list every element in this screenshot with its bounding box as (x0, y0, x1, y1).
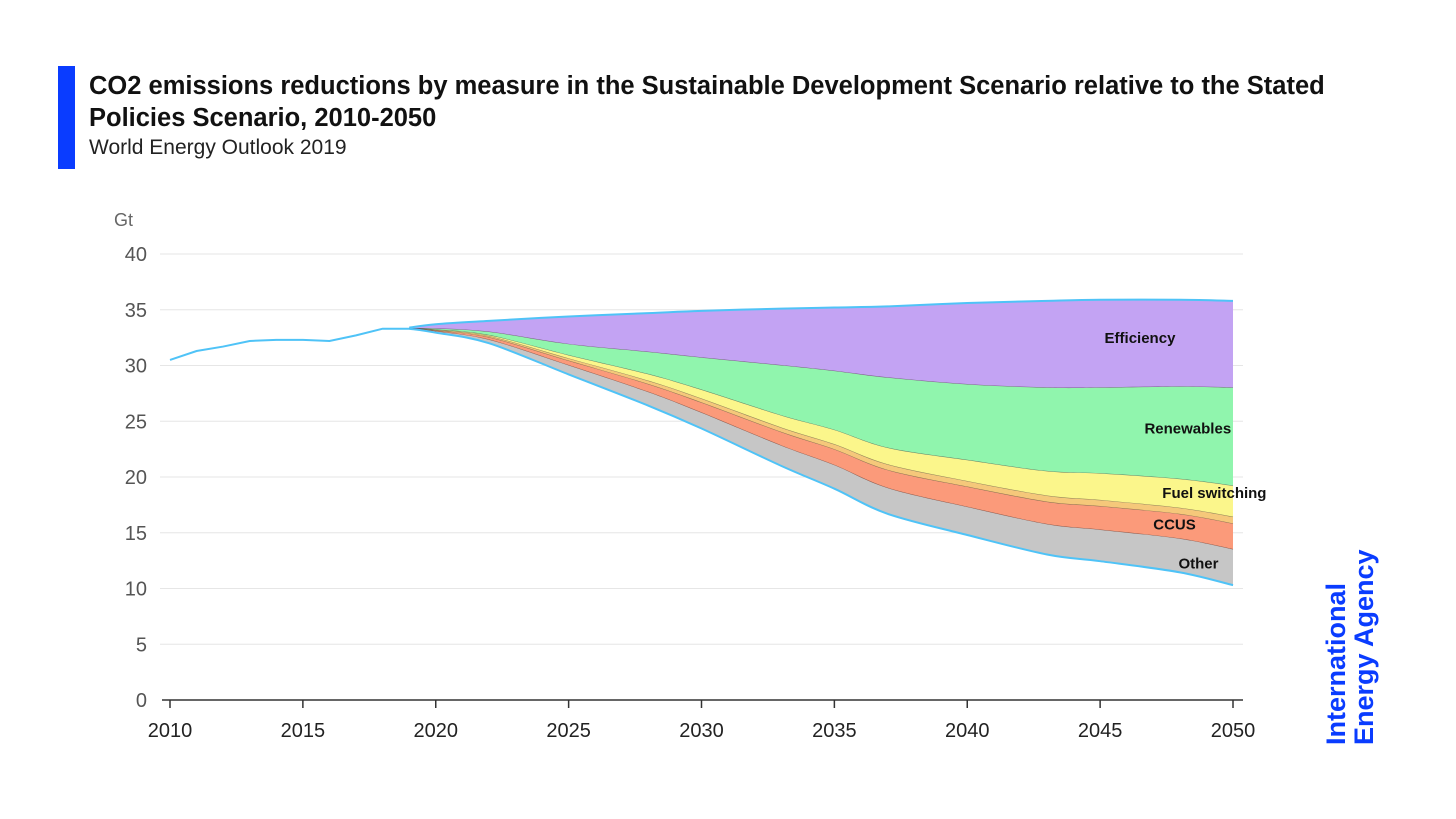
series-lines (169, 298, 1234, 587)
historical-line (169, 327, 410, 361)
x-tick-label-2035: 2035 (812, 720, 857, 742)
y-tick-label-40: 40 (125, 244, 147, 266)
sustainable-development-line (409, 327, 1234, 587)
y-tick-label-15: 15 (125, 523, 147, 545)
x-tick-label-2050: 2050 (1211, 720, 1256, 742)
x-tick-label-2025: 2025 (546, 720, 591, 742)
x-tick-label-2045: 2045 (1078, 720, 1123, 742)
x-tick-label-2010: 2010 (148, 720, 193, 742)
chart-title: CO2 emissions reductions by measure in t… (89, 72, 1325, 132)
y-tick-label-5: 5 (136, 634, 147, 656)
y-tick-label-25: 25 (125, 411, 147, 433)
label-renewables: Renewables (1144, 421, 1231, 438)
y-tick-label-0: 0 (136, 690, 147, 712)
area-fuel-switching (409, 328, 1233, 518)
x-tick-label-2020: 2020 (414, 720, 459, 742)
area-other (409, 328, 1233, 586)
label-ccus: CCUS (1153, 516, 1196, 533)
area-renewables (409, 328, 1233, 486)
stacked-areas (409, 299, 1234, 586)
x-tick-label-2030: 2030 (679, 720, 724, 742)
label-fuel-switching: Fuel switching (1162, 485, 1266, 502)
chart-subtitle: World Energy Outlook 2019 (89, 136, 347, 159)
label-efficiency: Efficiency (1105, 330, 1177, 347)
label-other: Other (1178, 555, 1218, 572)
stated-policies-line (409, 298, 1234, 329)
x-tick-label-2015: 2015 (281, 720, 326, 742)
series-labels: Efficiency Renewables Fuel switching CCUS Ot… (1105, 330, 1267, 572)
y-axis-unit: Gt (114, 210, 133, 230)
iea-logo-line1: International (1321, 582, 1351, 745)
area-ccus (409, 328, 1233, 550)
iea-logo-line2: Energy Agency (1349, 549, 1379, 745)
iea-logo: International Energy Agency (1321, 549, 1379, 745)
y-tick-label-30: 30 (125, 356, 147, 378)
y-tick-label-35: 35 (125, 300, 147, 322)
y-tick-label-20: 20 (125, 467, 147, 489)
title-accent-bar (58, 66, 75, 169)
area-efficiency (409, 299, 1233, 389)
y-tick-label-10: 10 (125, 579, 147, 601)
x-tick-label-2040: 2040 (945, 720, 990, 742)
